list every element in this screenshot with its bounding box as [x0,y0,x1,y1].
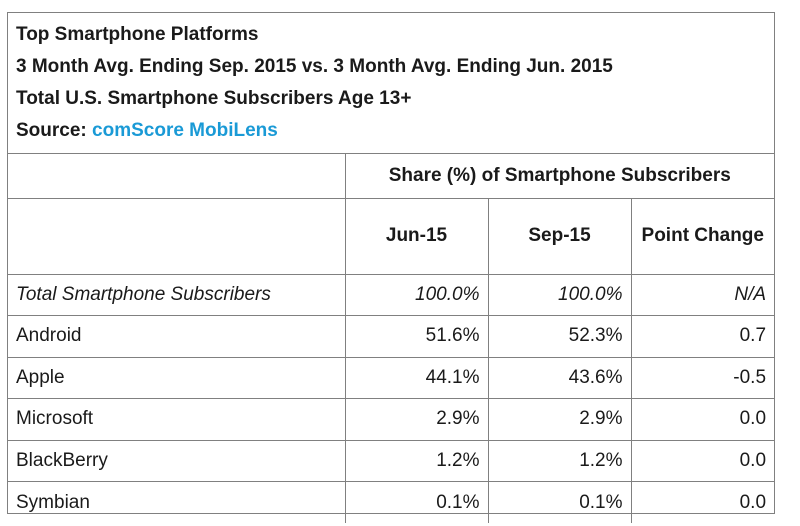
cell-change: N/A [631,274,775,316]
empty-corner-cell [8,154,346,199]
empty-label-header-cell [8,198,346,275]
table-title: Top Smartphone Platforms [16,24,259,45]
cell-sep: 52.3% [488,315,632,358]
row-label: Android [8,315,346,358]
smartphone-platforms-table-frame: Top Smartphone Platforms 3 Month Avg. En… [7,12,775,523]
source-label: Source: [16,120,93,141]
table-row-android: Android 51.6% 52.3% 0.7 [8,315,775,358]
group-header-row: Share (%) of Smartphone Subscribers [8,154,775,199]
table-subtitle: 3 Month Avg. Ending Sep. 2015 vs. 3 Mont… [16,56,613,77]
table-row-symbian: Symbian 0.1% 0.1% 0.0 [8,481,774,523]
cell-change: 0.7 [631,315,775,358]
table-row-apple: Apple 44.1% 43.6% -0.5 [8,357,775,399]
source-link[interactable]: comScore MobiLens [92,120,278,141]
cell-jun: 100.0% [345,274,489,316]
cell-jun: 0.1% [345,481,489,523]
cell-sep: 100.0% [488,274,632,316]
share-data-table: Share (%) of Smartphone Subscribers Jun-… [8,154,775,523]
column-header-row: Jun-15 Sep-15 Point Change [8,198,775,275]
cell-change: 0.0 [739,491,767,513]
cell-sep: 2.9% [488,398,632,441]
table-row-microsoft: Microsoft 2.9% 2.9% 0.0 [8,398,775,441]
table-header-block: Top Smartphone Platforms 3 Month Avg. En… [8,13,774,154]
cell-jun: 51.6% [345,315,489,358]
cell-change: 0.0 [631,440,775,482]
row-label: Total Smartphone Subscribers [8,274,346,316]
row-label: Symbian [8,481,346,523]
table-row-total: Total Smartphone Subscribers 100.0% 100.… [8,274,775,316]
row-label: BlackBerry [8,440,346,482]
column-header-point-change: Point Change [631,198,775,275]
cell-change: 0.0 [631,398,775,441]
cell-sep: 0.1% [488,481,632,523]
cell-jun: 1.2% [345,440,489,482]
column-header-sep: Sep-15 [488,198,632,275]
cell-change: -0.5 [631,357,775,399]
cell-jun: 44.1% [345,357,489,399]
cell-sep: 1.2% [488,440,632,482]
cell-jun: 2.9% [345,398,489,441]
row-label: Microsoft [8,398,346,441]
table-row-blackberry: BlackBerry 1.2% 1.2% 0.0 [8,440,775,482]
table-population: Total U.S. Smartphone Subscribers Age 13… [16,88,412,109]
column-header-jun: Jun-15 [345,198,489,275]
group-header-cell: Share (%) of Smartphone Subscribers [345,154,775,199]
row-label: Apple [8,357,346,399]
cell-sep: 43.6% [488,357,632,399]
table-source: Source: comScore MobiLens [16,115,774,147]
